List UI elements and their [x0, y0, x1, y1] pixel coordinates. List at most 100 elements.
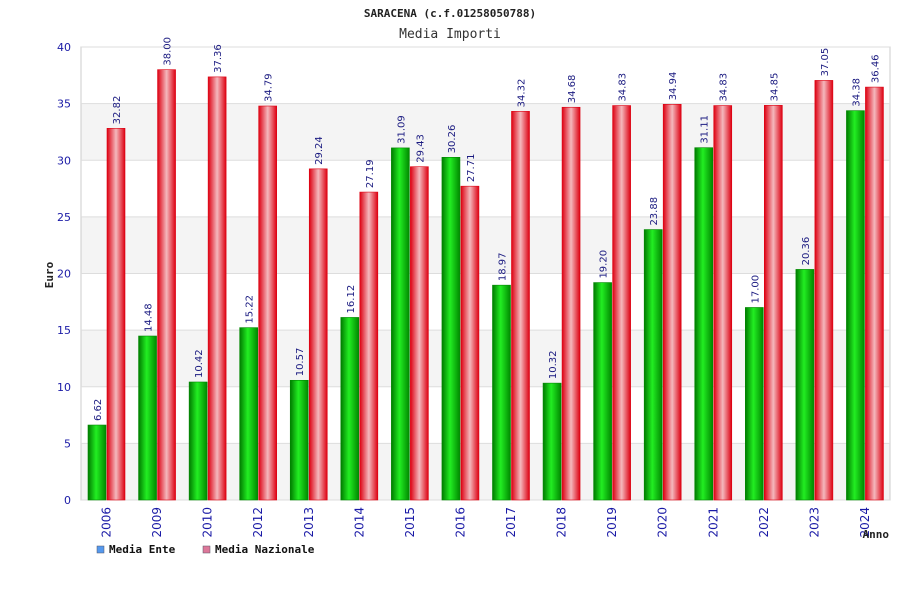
bar-value-label: 37.05: [820, 48, 831, 77]
bar-media-nazionale: [662, 104, 682, 501]
bar-value-label: 10.42: [194, 349, 205, 378]
bar-media-ente: [643, 229, 663, 501]
bar-media-ente: [289, 379, 309, 501]
bars: [87, 69, 884, 501]
bar-value-label: 34.79: [264, 73, 275, 102]
x-tick-label: 2015: [403, 507, 417, 538]
x-tick-label: 2020: [656, 507, 670, 538]
y-tick-label: 15: [57, 324, 71, 337]
bar-media-ente: [694, 147, 714, 501]
bar-value-label: 19.20: [599, 250, 610, 279]
bar-value-label: 27.71: [466, 154, 477, 183]
x-tick-label: 2018: [555, 507, 569, 538]
bar-media-nazionale: [207, 76, 227, 501]
chart-title: SARACENA (c.f.01258050788): [364, 7, 536, 20]
bar-media-nazionale: [157, 69, 176, 501]
bar-value-label: 6.62: [93, 399, 104, 421]
y-tick-label: 20: [57, 268, 71, 281]
x-tick-label: 2009: [150, 507, 164, 538]
bar-value-label: 34.83: [618, 73, 629, 102]
bar-value-label: 38.00: [163, 37, 174, 66]
y-axis-label: Euro: [43, 261, 56, 288]
bar-value-label: 10.32: [548, 350, 559, 379]
bar-value-label: 17.00: [750, 275, 761, 304]
bar-value-label: 34.68: [567, 75, 578, 104]
bar-media-ente: [441, 157, 461, 501]
bar-value-label: 34.32: [517, 79, 528, 108]
bar-media-ente: [745, 307, 764, 501]
bar-value-label: 16.12: [346, 285, 357, 314]
x-tick-label: 2006: [100, 507, 114, 538]
bar-media-nazionale: [359, 191, 379, 501]
bar-value-label: 34.85: [769, 73, 780, 102]
bar-value-label: 18.97: [498, 253, 509, 282]
bar-value-label: 34.94: [668, 72, 679, 101]
y-tick-label: 10: [57, 381, 71, 394]
y-tick-label: 5: [64, 437, 71, 450]
bar-value-label: 31.11: [700, 115, 711, 144]
bar-value-label: 29.43: [415, 134, 426, 163]
bar-value-label: 32.82: [112, 96, 123, 125]
bar-media-ente: [542, 382, 562, 501]
y-tick-label: 40: [57, 41, 71, 54]
y-tick-label: 0: [64, 494, 71, 507]
y-tick-label: 35: [57, 98, 71, 111]
bar-media-nazionale: [410, 166, 429, 501]
x-tick-label: 2010: [201, 507, 215, 538]
bar-media-ente: [87, 424, 107, 501]
bar-media-nazionale: [713, 105, 733, 501]
bar-media-ente: [138, 335, 157, 501]
bar-media-nazionale: [511, 111, 530, 501]
bar-media-ente: [492, 284, 511, 501]
bar-media-nazionale: [612, 105, 631, 501]
bar-media-nazionale: [258, 105, 277, 501]
x-tick-label: 2022: [757, 507, 771, 538]
bar-value-label: 34.83: [719, 73, 730, 102]
bar-media-nazionale: [814, 80, 834, 501]
legend-swatch: [202, 545, 211, 554]
bar-media-nazionale: [865, 86, 884, 501]
x-tick-label: 2017: [504, 507, 518, 538]
x-axis-label: Anno: [863, 528, 890, 541]
bar-value-label: 30.26: [447, 125, 458, 154]
bar-media-ente: [846, 110, 865, 501]
bar-value-label: 15.22: [245, 295, 256, 324]
x-tick-label: 2014: [352, 507, 366, 538]
bar-value-label: 36.46: [870, 54, 881, 83]
bar-value-label: 10.57: [295, 348, 306, 377]
y-tick-label: 25: [57, 211, 71, 224]
legend-label: Media Nazionale: [215, 543, 315, 556]
bar-media-ente: [340, 317, 360, 501]
bar-value-label: 20.36: [801, 237, 812, 266]
bar-value-label: 14.48: [144, 303, 155, 332]
legend: Media Ente Media Nazionale: [96, 543, 315, 556]
legend-swatch: [96, 545, 105, 554]
data-labels: 6.62 32.82 14.48 38.00 10.42 37.36 15.22 34.79 1…: [93, 37, 881, 421]
bar-media-nazionale: [106, 128, 126, 501]
bar-media-nazionale: [460, 185, 480, 501]
bar-media-ente: [188, 381, 208, 501]
bar-value-label: 29.24: [314, 136, 325, 165]
x-tick-label: 2023: [807, 507, 821, 538]
bar-value-label: 27.19: [365, 159, 376, 188]
bar-value-label: 34.38: [851, 78, 862, 107]
chart-subtitle: Media Importi: [399, 27, 501, 42]
x-axis-ticks: 2006 2009 2010 2012 2013 2014 2015 2016 2017 2018…: [100, 507, 872, 538]
y-tick-label: 30: [57, 154, 71, 167]
bar-media-ente: [795, 269, 815, 501]
bar-value-label: 31.09: [396, 115, 407, 144]
bar-media-nazionale: [764, 105, 783, 501]
x-tick-label: 2019: [605, 507, 619, 538]
bar-media-nazionale: [308, 168, 328, 501]
bar-value-label: 23.88: [649, 197, 660, 226]
y-axis-ticks: 0 5 10 15 20 25 30 35 40: [57, 41, 71, 507]
legend-label: Media Ente: [109, 543, 176, 556]
bar-media-ente: [239, 327, 258, 501]
x-tick-label: 2021: [706, 507, 720, 538]
x-tick-label: 2012: [251, 507, 265, 538]
bar-value-label: 37.36: [213, 44, 224, 73]
x-tick-label: 2013: [302, 507, 316, 538]
bar-media-ente: [391, 147, 410, 501]
bar-media-nazionale: [561, 106, 581, 501]
